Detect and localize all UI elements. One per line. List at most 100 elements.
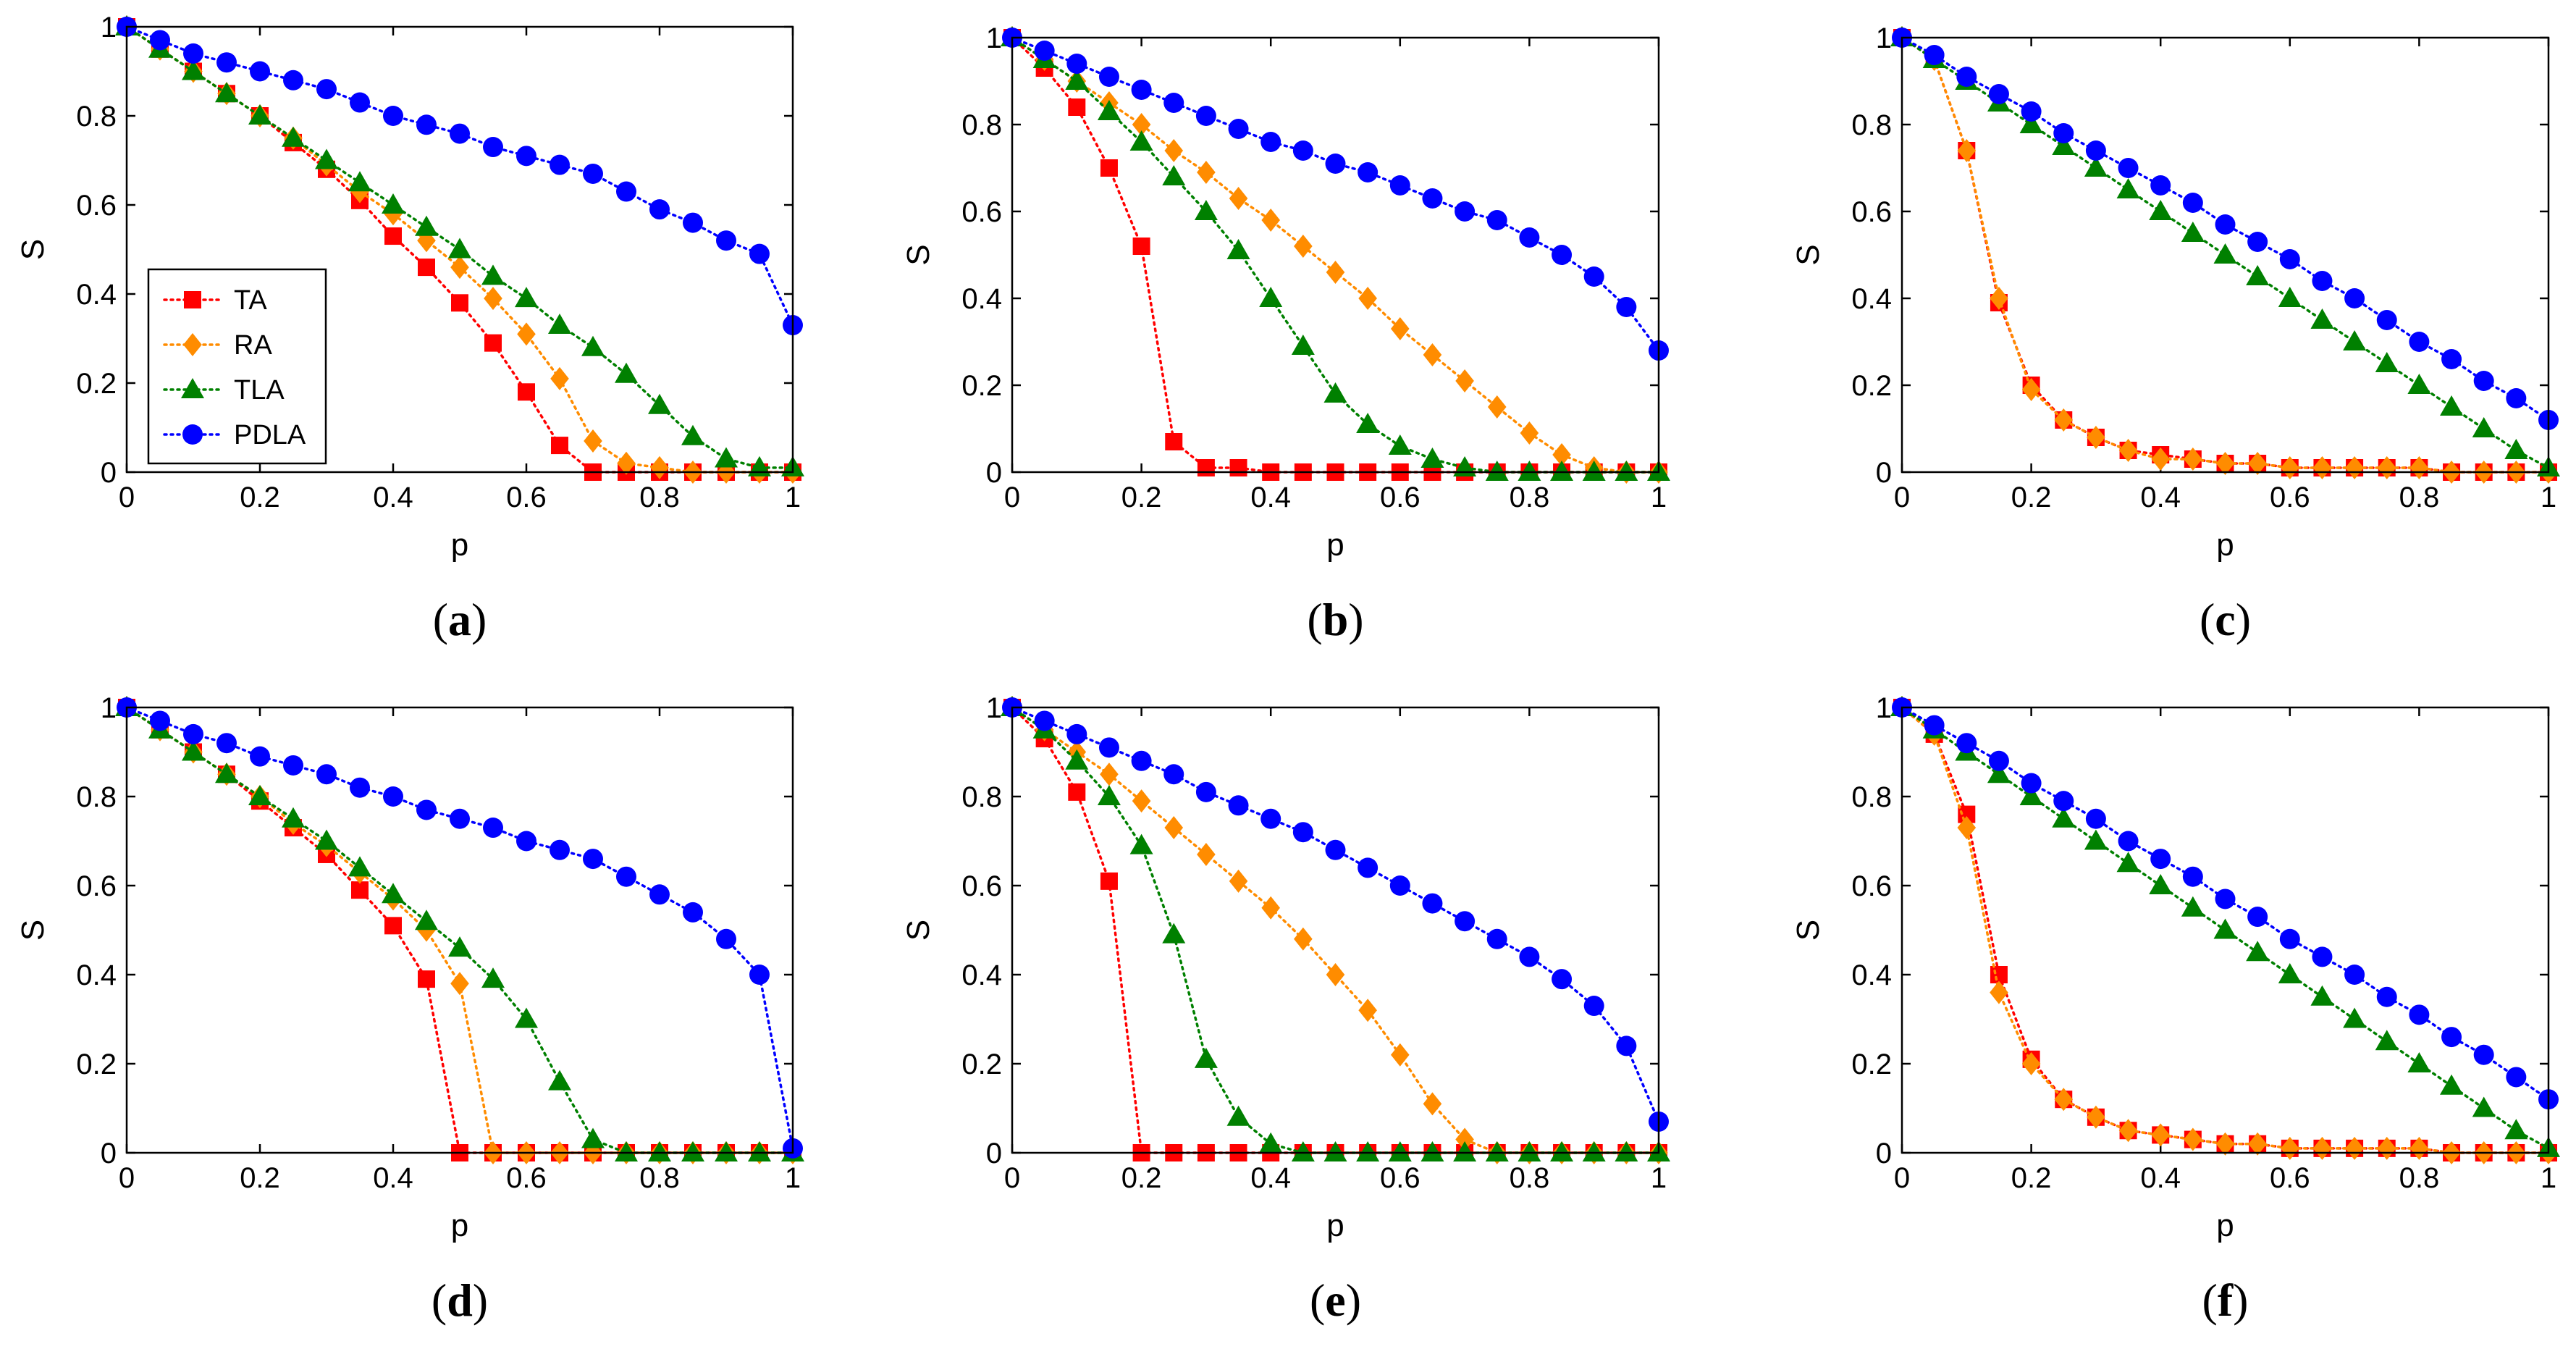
ra-point-7 <box>1229 187 1248 210</box>
ta-point-12 <box>518 383 535 401</box>
pdla-point-3 <box>1988 84 2009 104</box>
y-tick-label: 1 <box>1876 692 1892 724</box>
tla-point-11 <box>1356 413 1380 433</box>
panel-label: (a) <box>433 594 487 645</box>
tla-point-16 <box>648 1141 671 1161</box>
series-pdla <box>117 697 803 1159</box>
ra-point-4 <box>2021 1052 2041 1075</box>
ra-point-12 <box>1391 317 1410 340</box>
pdla-point-5 <box>1163 93 1184 113</box>
y-tick-label: 0.6 <box>961 870 1002 902</box>
ra-point-13 <box>1423 1092 1442 1116</box>
tla-point-14 <box>2343 1007 2367 1028</box>
pdla-line <box>1901 706 2550 1101</box>
tla-point-4 <box>1129 833 1153 854</box>
pdla-point-7 <box>2118 831 2139 852</box>
tla-point-18 <box>2472 417 2496 437</box>
x-tick-label: 0.6 <box>2270 482 2310 513</box>
ra-point-14 <box>1455 369 1474 392</box>
ra-point-11 <box>484 287 502 311</box>
ra-point-3 <box>1990 287 2008 310</box>
ra-point-9 <box>417 229 436 253</box>
tla-point-11 <box>1356 1141 1380 1161</box>
ra-point-16 <box>2409 456 2429 479</box>
tla-point-15 <box>2375 1030 2399 1051</box>
pdla-point-18 <box>1583 996 1604 1017</box>
plot-frame <box>1011 706 1660 1154</box>
tla-point-8 <box>2149 874 2173 894</box>
tla-point-15 <box>615 362 638 383</box>
ta-point-3 <box>1990 966 2008 983</box>
tla-point-19 <box>2504 1119 2528 1140</box>
x-tick-label: 1 <box>785 1162 801 1194</box>
pdla-point-12 <box>2279 249 2300 269</box>
pdla-point-9 <box>2182 193 2203 213</box>
pdla-point-14 <box>1455 911 1476 932</box>
pdla-point-16 <box>2409 332 2430 352</box>
tla-point-3 <box>1097 785 1121 805</box>
y-tick-label: 0.6 <box>1851 870 1892 902</box>
pdla-point-18 <box>716 230 736 251</box>
pdla-point-1 <box>1034 41 1055 61</box>
pdla-point-6 <box>1195 106 1216 126</box>
x-axis-label: p <box>451 1208 468 1243</box>
pdla-point-14 <box>2344 965 2365 985</box>
pdla-point-3 <box>216 733 237 754</box>
panel-f: 00 0.2 0.2 0.4 0.4 0.6 0.6 0.8 0.8 1 1 p S (f) <box>1790 692 2560 1326</box>
x-tick-label: 0 <box>1004 1162 1020 1194</box>
tla-point-17 <box>2440 395 2464 416</box>
pdla-point-5 <box>2053 123 2074 143</box>
ra-point-13 <box>1423 343 1442 366</box>
ra-line <box>1901 36 2550 474</box>
tla-point-14 <box>581 1127 605 1148</box>
tla-point-8 <box>2149 200 2173 220</box>
pdla-point-17 <box>2441 349 2462 369</box>
ra-point-5 <box>1164 139 1184 162</box>
pdla-point-11 <box>483 137 503 158</box>
tla-point-18 <box>2472 1096 2496 1117</box>
pdla-point-10 <box>2215 888 2236 909</box>
plot-frame <box>125 706 794 1154</box>
tla-point-15 <box>1485 1141 1509 1161</box>
tla-point-17 <box>1550 1141 1574 1161</box>
y-tick-label: 0.2 <box>1851 1049 1892 1080</box>
pdla-point-12 <box>516 146 536 167</box>
pdla-point-15 <box>2376 310 2397 330</box>
tla-point-9 <box>2181 896 2205 917</box>
y-tick-label: 0.2 <box>961 370 1002 402</box>
ra-point-14 <box>584 429 602 453</box>
pdla-point-19 <box>2506 388 2527 408</box>
y-axis-label: S <box>1790 920 1826 941</box>
tla-point-12 <box>2278 963 2302 983</box>
pdla-point-2 <box>1066 723 1087 744</box>
pdla-point-8 <box>2150 175 2171 196</box>
x-tick-label: 0.2 <box>1121 482 1162 513</box>
y-tick-label: 0.6 <box>76 190 117 222</box>
ra-point-14 <box>1455 1127 1474 1151</box>
tla-point-11 <box>2246 941 2270 962</box>
pdla-point-8 <box>383 786 403 807</box>
x-tick-label: 0.8 <box>2399 482 2440 513</box>
panel-label: (c) <box>2200 594 2251 645</box>
pdla-point-11 <box>1358 162 1379 182</box>
tla-point-3 <box>1097 100 1121 120</box>
x-axis-label: p <box>451 527 468 563</box>
ra-point-3 <box>1100 762 1119 786</box>
x-tick-label: 0.8 <box>1510 1162 1550 1194</box>
y-tick-label: 0.4 <box>76 279 117 311</box>
pdla-point-1 <box>1924 45 1945 65</box>
ta-point-8 <box>384 917 402 935</box>
tla-point-13 <box>1420 448 1444 468</box>
ra-point-8 <box>2151 1123 2170 1147</box>
pdla-point-3 <box>1098 737 1119 758</box>
ra-point-11 <box>2248 1132 2267 1156</box>
ta-point-3 <box>1100 872 1118 890</box>
ra-point-10 <box>2215 1132 2235 1156</box>
series-ta <box>1003 699 1667 1161</box>
panel-c: 00 0.2 0.2 0.4 0.4 0.6 0.6 0.8 0.8 1 1 p S (c) <box>1790 22 2560 645</box>
tla-point-2 <box>1065 70 1089 90</box>
tla-point-9 <box>1291 1141 1315 1161</box>
tla-point-13 <box>1420 1141 1444 1161</box>
pdla-point-9 <box>1292 822 1313 843</box>
ta-point-4 <box>1132 238 1150 255</box>
